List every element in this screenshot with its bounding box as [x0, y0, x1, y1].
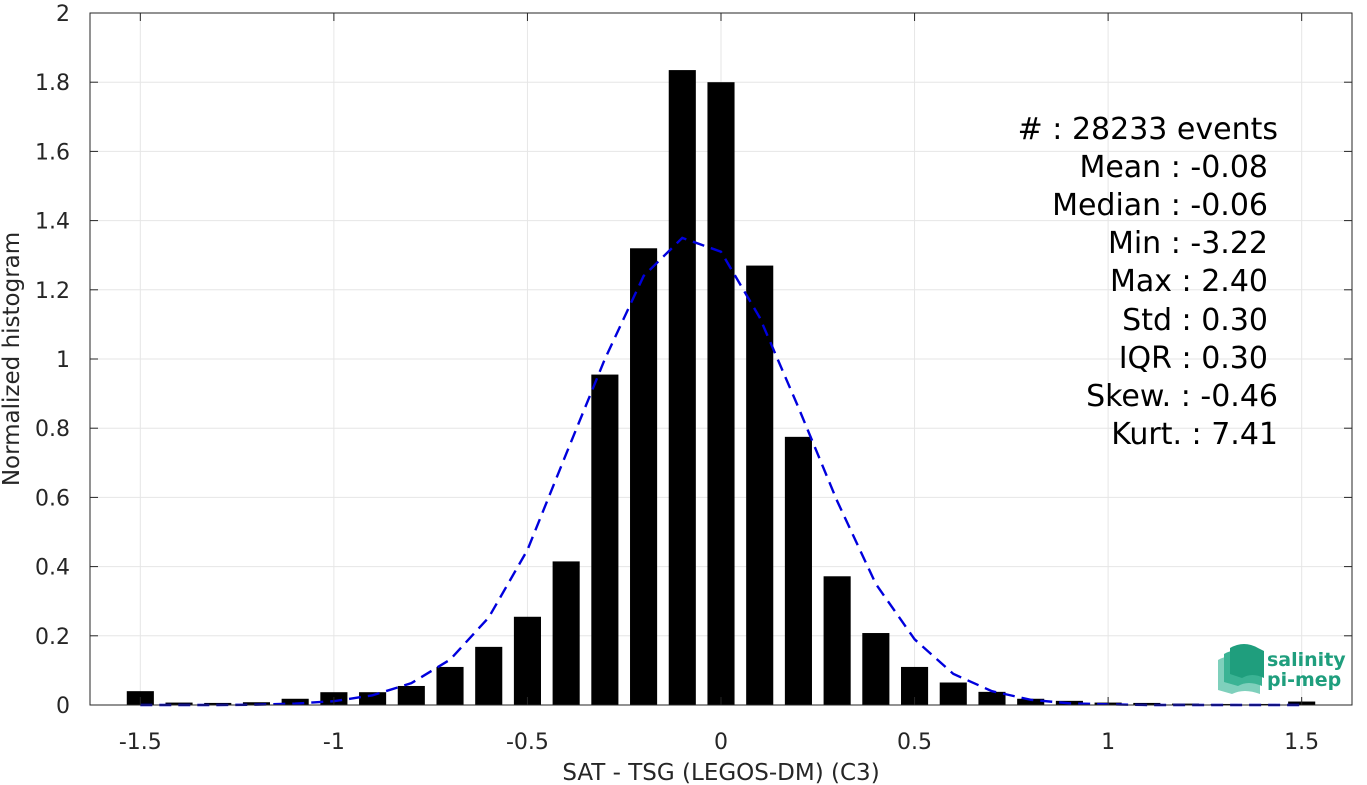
y-axis-title: Normalized histogram — [0, 232, 25, 486]
stat-skew: Skew. : -0.46 — [1086, 379, 1278, 414]
logo-line-2: pi-mep — [1267, 669, 1341, 691]
histogram-bar — [513, 616, 541, 705]
histogram-bar — [630, 248, 658, 705]
logo-line-1: salinity — [1267, 649, 1346, 671]
histogram-bar — [668, 70, 696, 706]
y-tick-label: 1.4 — [35, 210, 70, 235]
stat-kurt: Kurt. : 7.41 — [1111, 417, 1278, 452]
histogram-bar — [1249, 703, 1277, 705]
histogram-bar — [978, 691, 1006, 705]
y-tick-label: 1.8 — [35, 71, 70, 96]
stat-min: Min : -3.22 — [1108, 226, 1268, 261]
stat-events: # : 28233 events — [1018, 112, 1278, 147]
y-tick-label: 1.2 — [35, 279, 70, 304]
histogram-bar — [591, 374, 619, 705]
y-tick-label: 0.2 — [35, 625, 70, 650]
stat-mean: Mean : -0.08 — [1079, 150, 1268, 185]
histogram-bar — [436, 666, 464, 705]
histogram-bars — [126, 70, 1316, 706]
histogram-bar — [746, 265, 774, 705]
histogram-bar — [359, 692, 387, 705]
axis-ticks: -1.5 -1 -0.5 0 0.5 1 1.5 0 0.2 0.4 0.6 0.8 1 1.2 1.4 1.… — [35, 2, 1352, 755]
y-tick-label: 0 — [56, 694, 70, 719]
y-tick-label: 0.4 — [35, 556, 70, 581]
histogram-bar — [397, 685, 425, 705]
stat-iqr: IQR : 0.30 — [1119, 341, 1268, 376]
x-tick-label: 1.5 — [1284, 730, 1319, 755]
histogram-bar — [1171, 703, 1200, 705]
x-tick-label: -1 — [323, 730, 345, 755]
histogram-bar — [823, 576, 851, 705]
wave-logo-icon — [1218, 644, 1264, 694]
stat-max: Max : 2.40 — [1110, 264, 1268, 299]
y-tick-label: 0.8 — [35, 417, 70, 442]
statistics-annotation: # : 28233 events Mean : -0.08 Median : -… — [1018, 112, 1278, 452]
histogram-bar — [552, 561, 580, 705]
histogram-bar — [707, 82, 735, 705]
x-tick-label: -1.5 — [119, 730, 162, 755]
histogram-bar — [281, 698, 309, 705]
histogram-bar — [862, 633, 890, 705]
y-tick-label: 1.6 — [35, 140, 70, 165]
histogram-bar — [1210, 703, 1238, 705]
stat-std: Std : 0.30 — [1122, 303, 1268, 338]
x-tick-label: 1 — [1101, 730, 1115, 755]
histogram-bar — [939, 682, 967, 705]
y-tick-label: 0.6 — [35, 486, 70, 511]
histogram-bar — [1017, 698, 1045, 705]
x-tick-label: 0 — [714, 730, 728, 755]
x-tick-label: -0.5 — [506, 730, 549, 755]
y-tick-label: 2 — [56, 2, 70, 27]
stat-median: Median : -0.06 — [1052, 188, 1268, 223]
histogram-bar — [475, 646, 503, 705]
salinity-pimep-logo: salinity pi-mep — [1218, 644, 1346, 694]
histogram-bar — [784, 436, 812, 705]
y-tick-label: 1 — [56, 348, 70, 373]
x-axis-title: SAT - TSG (LEGOS-DM) (C3) — [562, 760, 879, 785]
histogram-bar — [165, 702, 193, 705]
x-tick-label: 0.5 — [897, 730, 932, 755]
